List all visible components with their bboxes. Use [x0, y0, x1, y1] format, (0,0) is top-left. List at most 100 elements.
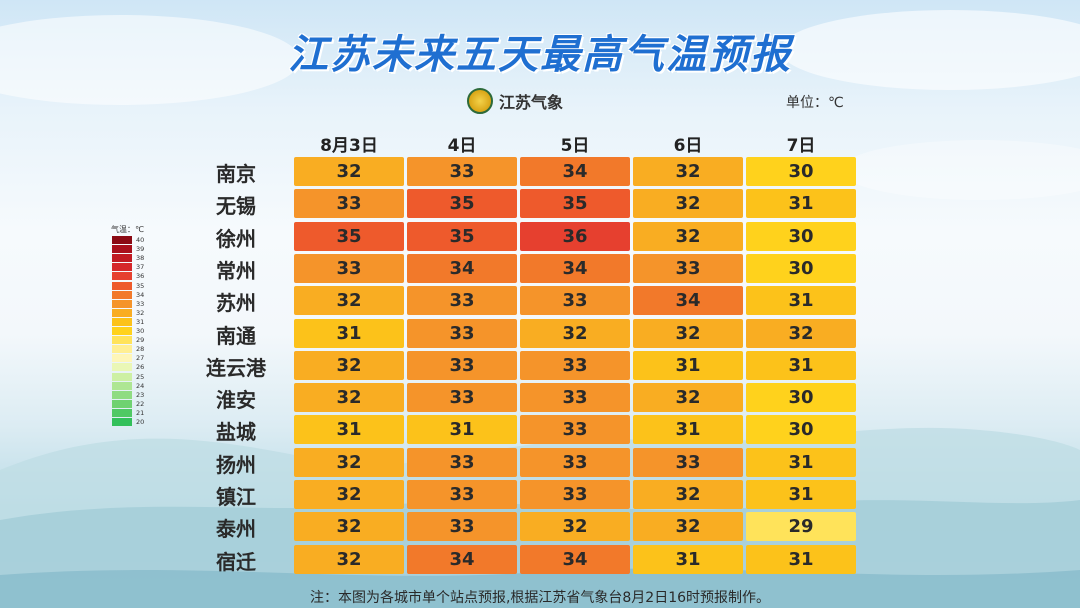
- legend-swatch: [112, 408, 132, 417]
- legend-label: 28: [136, 345, 145, 354]
- temperature-cell: 30: [746, 383, 856, 413]
- city-label: 徐州: [216, 226, 256, 251]
- legend-swatch: [112, 372, 132, 381]
- city-label: 南京: [216, 162, 256, 186]
- city-label: 连云港: [206, 355, 266, 380]
- temperature-cell: 33: [294, 253, 404, 283]
- legend-label: 38: [136, 254, 145, 263]
- city-label: 南通: [216, 323, 256, 348]
- temperature-cell: 32: [294, 480, 404, 509]
- legend-swatch: [112, 399, 132, 408]
- temperature-cell: 33: [407, 383, 517, 413]
- temperature-cell: 32: [520, 318, 630, 348]
- temperature-cell: 31: [633, 415, 743, 445]
- legend-swatch: [112, 390, 132, 399]
- legend-swatch: [112, 381, 132, 390]
- temperature-cell: 31: [294, 415, 404, 445]
- legend-swatch: [112, 254, 132, 263]
- temperature-cell: 33: [294, 189, 404, 219]
- footnote: 注：本图为各城市单个站点预报,根据江苏省气象台8月2日16时预报制作。: [309, 590, 771, 606]
- temperature-cell: 33: [520, 415, 630, 445]
- legend-label: 25: [136, 372, 145, 381]
- legend-label: 20: [136, 418, 145, 426]
- temperature-cell: 31: [746, 189, 856, 219]
- legend-label: 34: [136, 290, 145, 299]
- meteorology-emblem-icon: [467, 88, 493, 114]
- temperature-cell: 30: [746, 221, 856, 251]
- temperature-cell: 33: [407, 480, 517, 509]
- city-label: 苏州: [216, 291, 256, 316]
- temperature-cell: 32: [294, 286, 404, 316]
- temperature-cell: 31: [746, 350, 856, 380]
- temperature-cell: 33: [633, 447, 743, 477]
- column-header: 6日: [673, 136, 703, 156]
- legend-label: 31: [136, 317, 145, 326]
- legend-swatch: [112, 299, 132, 308]
- temperature-cell: 33: [407, 318, 517, 348]
- legend-label: 37: [136, 263, 145, 272]
- temperature-cell: 34: [520, 544, 630, 574]
- legend-swatch: [112, 272, 132, 281]
- temperature-cell: 33: [633, 253, 743, 283]
- city-label: 淮安: [216, 388, 256, 413]
- temperature-cell: 32: [294, 447, 404, 477]
- legend-swatch: [112, 354, 132, 363]
- temperature-cell: 32: [633, 189, 743, 219]
- temperature-cell: 31: [746, 544, 856, 574]
- legend-label: 23: [136, 390, 145, 399]
- temperature-cell: 34: [407, 253, 517, 283]
- temperature-cell: 33: [520, 480, 630, 509]
- temperature-cell: 33: [520, 286, 630, 316]
- city-label: 泰州: [216, 517, 256, 542]
- temperature-cell: 32: [520, 512, 630, 542]
- city-label: 盐城: [216, 420, 256, 445]
- legend-label: 40: [136, 236, 145, 244]
- temperature-cell: 36: [520, 221, 630, 251]
- temperature-cell: 30: [746, 415, 856, 445]
- temperature-cell: 33: [407, 447, 517, 477]
- temperature-cell: 31: [294, 318, 404, 348]
- legend-label: 24: [136, 381, 145, 390]
- temperature-cell: 32: [633, 318, 743, 348]
- temperature-cell: 32: [633, 480, 743, 509]
- temperature-cell: 33: [407, 157, 517, 186]
- temperature-cell: 32: [746, 318, 856, 348]
- legend-label: 30: [136, 327, 145, 335]
- city-label: 无锡: [216, 194, 256, 219]
- legend-label: 36: [136, 272, 145, 281]
- temperature-cell: 32: [294, 383, 404, 413]
- temperature-cell: 32: [294, 350, 404, 380]
- unit-label: 单位：℃: [786, 95, 844, 111]
- city-label: 常州: [216, 258, 256, 283]
- legend-label: 27: [136, 354, 145, 363]
- temperature-cell: 34: [520, 253, 630, 283]
- temperature-cell: 33: [520, 350, 630, 380]
- temperature-cell: 33: [407, 350, 517, 380]
- temperature-cell: 32: [294, 544, 404, 574]
- temperature-cell: 30: [746, 157, 856, 186]
- temperature-cell: 33: [520, 383, 630, 413]
- legend-swatch: [112, 263, 132, 272]
- temperature-cell: 33: [407, 512, 517, 542]
- temperature-cell: 34: [633, 286, 743, 316]
- temperature-cell: 35: [294, 221, 404, 251]
- legend-swatch: [112, 281, 132, 290]
- legend-label: 22: [136, 399, 145, 408]
- temperature-cell: 32: [294, 512, 404, 542]
- temperature-cell: 31: [633, 544, 743, 574]
- legend-swatch: [112, 363, 132, 372]
- page-title: 江苏未来五天最高气温预报: [288, 32, 792, 78]
- logo-text: 江苏气象: [499, 93, 564, 112]
- legend-swatch: [112, 290, 132, 299]
- temperature-cell: 32: [294, 157, 404, 186]
- temperature-cell: 31: [746, 286, 856, 316]
- temperature-cell: 35: [520, 189, 630, 219]
- temperature-cell: 29: [746, 512, 856, 542]
- column-header: 4日: [447, 136, 477, 156]
- temperature-cell: 35: [407, 221, 517, 251]
- legend-swatch: [112, 245, 132, 254]
- temperature-cell: 32: [633, 157, 743, 186]
- legend-label: 35: [136, 281, 145, 290]
- legend-swatch: [112, 327, 132, 335]
- legend-label: 29: [136, 336, 145, 345]
